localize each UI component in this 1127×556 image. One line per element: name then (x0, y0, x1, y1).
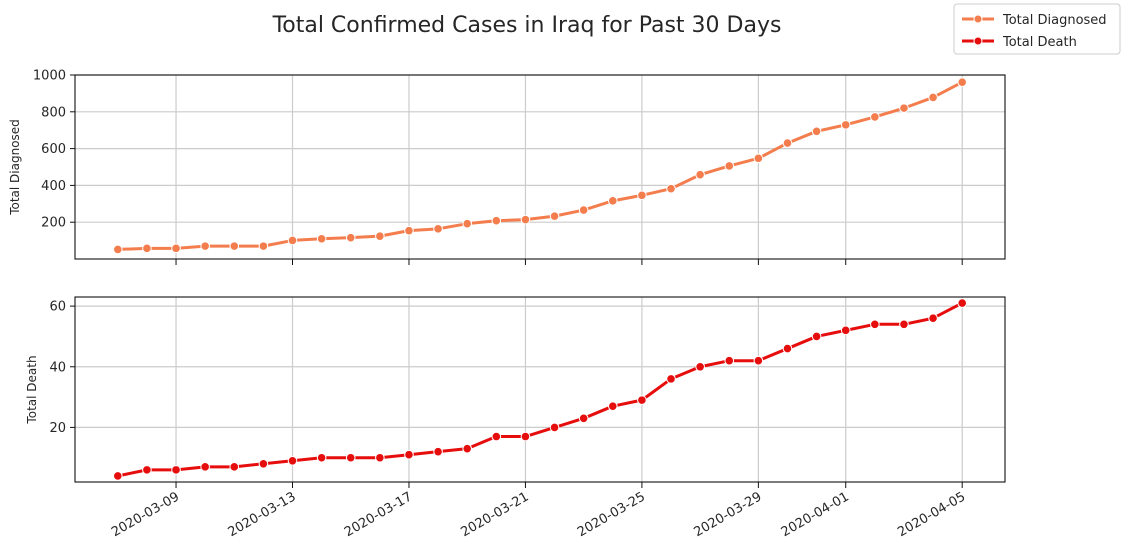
data-point (142, 465, 152, 475)
grid (75, 74, 1005, 259)
data-point (957, 298, 967, 308)
legend-entry-total-diagnosed: Total Diagnosed (962, 13, 1107, 28)
y-tick-label: 1000 (33, 69, 66, 84)
data-point (491, 215, 502, 226)
data-point (113, 244, 123, 255)
y-axis-label: Total Diagnosed (8, 119, 22, 216)
data-point (724, 355, 735, 366)
data-point (520, 214, 531, 225)
plot-frame (74, 296, 1006, 483)
data-point (840, 325, 851, 336)
series-line (116, 80, 964, 251)
data-point (462, 443, 473, 454)
data-point (520, 431, 531, 442)
series-line (116, 301, 964, 478)
data-point (404, 225, 414, 236)
x-tick-label: 2020-04-01 (779, 489, 852, 540)
data-point (695, 169, 705, 180)
data-point (549, 422, 560, 433)
data-point (840, 120, 851, 130)
data-point (229, 462, 240, 472)
legend: Total Diagnosed Total Death (953, 3, 1121, 55)
data-point (607, 196, 618, 206)
data-point (928, 313, 938, 324)
data-point (578, 413, 589, 424)
data-point (782, 138, 793, 148)
x-tick-label: 2020-03-17 (342, 489, 415, 540)
y-tick-label: 400 (41, 179, 66, 194)
y-axis-label: Total Death (25, 355, 39, 424)
data-point (287, 455, 298, 466)
y-tick-label: 20 (49, 421, 66, 436)
data-point (957, 77, 967, 87)
data-point (811, 331, 822, 342)
data-point (899, 319, 909, 330)
legend-swatch-marker (973, 14, 983, 24)
data-point (375, 231, 385, 241)
legend-box (953, 3, 1121, 55)
y-tick-label: 60 (49, 300, 66, 315)
data-point (928, 92, 938, 103)
data-point (142, 243, 152, 254)
data-point (375, 452, 385, 463)
legend-label-total-death: Total Death (1002, 35, 1077, 50)
chart-title: Total Confirmed Cases in Iraq for Past 3… (272, 13, 782, 38)
data-point (404, 449, 414, 460)
data-point (345, 232, 356, 243)
data-point (811, 126, 822, 137)
y-tick-label: 40 (49, 360, 66, 375)
data-point (171, 243, 181, 254)
legend-swatch-marker (973, 36, 983, 46)
data-point (171, 465, 181, 475)
data-point (287, 235, 298, 246)
data-point (578, 205, 589, 215)
plot-frame (74, 74, 1006, 260)
data-point (695, 361, 705, 372)
data-point (316, 452, 327, 463)
x-tick-label: 2020-03-09 (109, 489, 182, 540)
data-point (666, 374, 676, 384)
data-point (753, 355, 764, 366)
data-point (316, 233, 327, 244)
panels: 200 400 600 800 1000 Total Diagnosed 20 40 60 Tot… (8, 69, 1006, 540)
data-point (258, 241, 269, 251)
x-tick-label: 2020-03-13 (226, 489, 299, 540)
panel-2: 20 40 60 Total Death (25, 296, 1006, 488)
data-point (870, 112, 880, 122)
y-tick-label: 600 (41, 142, 66, 157)
data-point (782, 343, 793, 354)
data-point (200, 241, 210, 251)
legend-label-total-diagnosed: Total Diagnosed (1002, 13, 1107, 28)
y-tick-label: 800 (41, 105, 66, 120)
data-point (724, 161, 735, 171)
data-point (229, 241, 240, 251)
x-tick-label: 2020-04-05 (895, 489, 968, 540)
data-point (345, 452, 356, 463)
data-point (200, 462, 210, 472)
data-point (462, 218, 473, 229)
data-point (899, 103, 909, 113)
legend-entry-total-death: Total Death (962, 35, 1077, 50)
data-point (637, 395, 647, 405)
data-point (433, 224, 443, 234)
x-tick-label: 2020-03-25 (575, 489, 648, 540)
data-point (753, 153, 764, 164)
y-tick-label: 200 (41, 216, 66, 231)
data-point (870, 319, 880, 330)
data-point (491, 431, 502, 442)
data-point (607, 401, 618, 411)
x-tick-label: 2020-03-21 (459, 489, 532, 540)
data-point (113, 471, 123, 481)
data-point (433, 446, 443, 457)
panel-1: 200 400 600 800 1000 Total Diagnosed (8, 69, 1006, 265)
data-point (549, 211, 560, 221)
data-point (258, 459, 269, 469)
x-tick-label: 2020-03-29 (691, 489, 764, 540)
data-point (666, 183, 676, 194)
data-point (637, 190, 647, 201)
